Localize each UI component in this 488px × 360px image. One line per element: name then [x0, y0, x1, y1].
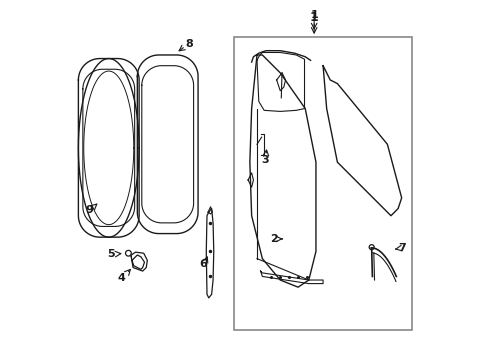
Text: 2: 2 — [270, 234, 278, 244]
Text: 8: 8 — [185, 39, 193, 49]
Text: 9: 9 — [85, 205, 93, 215]
Text: 1: 1 — [310, 10, 317, 20]
Text: 3: 3 — [261, 156, 268, 165]
Text: 5: 5 — [106, 249, 114, 259]
Text: 6: 6 — [199, 259, 207, 269]
Text: 4: 4 — [117, 273, 125, 283]
Text: 7: 7 — [398, 243, 406, 253]
Text: 1: 1 — [309, 11, 318, 24]
